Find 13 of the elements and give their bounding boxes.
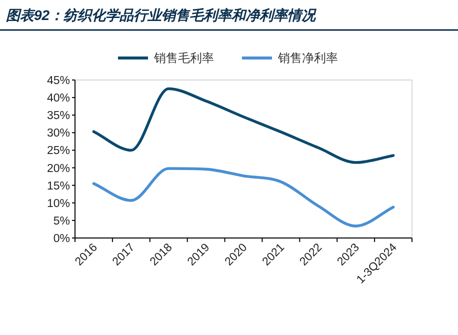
y-tick-label: 5%	[53, 215, 70, 228]
y-tick-label: 25%	[46, 145, 70, 158]
y-tick-label: 15%	[46, 180, 70, 192]
legend-label: 销售净利率	[277, 51, 338, 65]
y-tick-label: 10%	[46, 198, 70, 210]
y-tick-label: 30%	[46, 128, 70, 140]
y-tick-label: 20%	[46, 162, 70, 175]
y-tick-label: 40%	[46, 92, 70, 105]
y-tick-label: 0%	[53, 233, 70, 245]
y-tick-label: 45%	[46, 75, 70, 87]
legend-label: 销售毛利率	[153, 51, 214, 65]
y-tick-label: 35%	[46, 110, 70, 122]
title: 图表92：纺织化学品行业销售毛利率和净利率情况	[6, 7, 316, 23]
